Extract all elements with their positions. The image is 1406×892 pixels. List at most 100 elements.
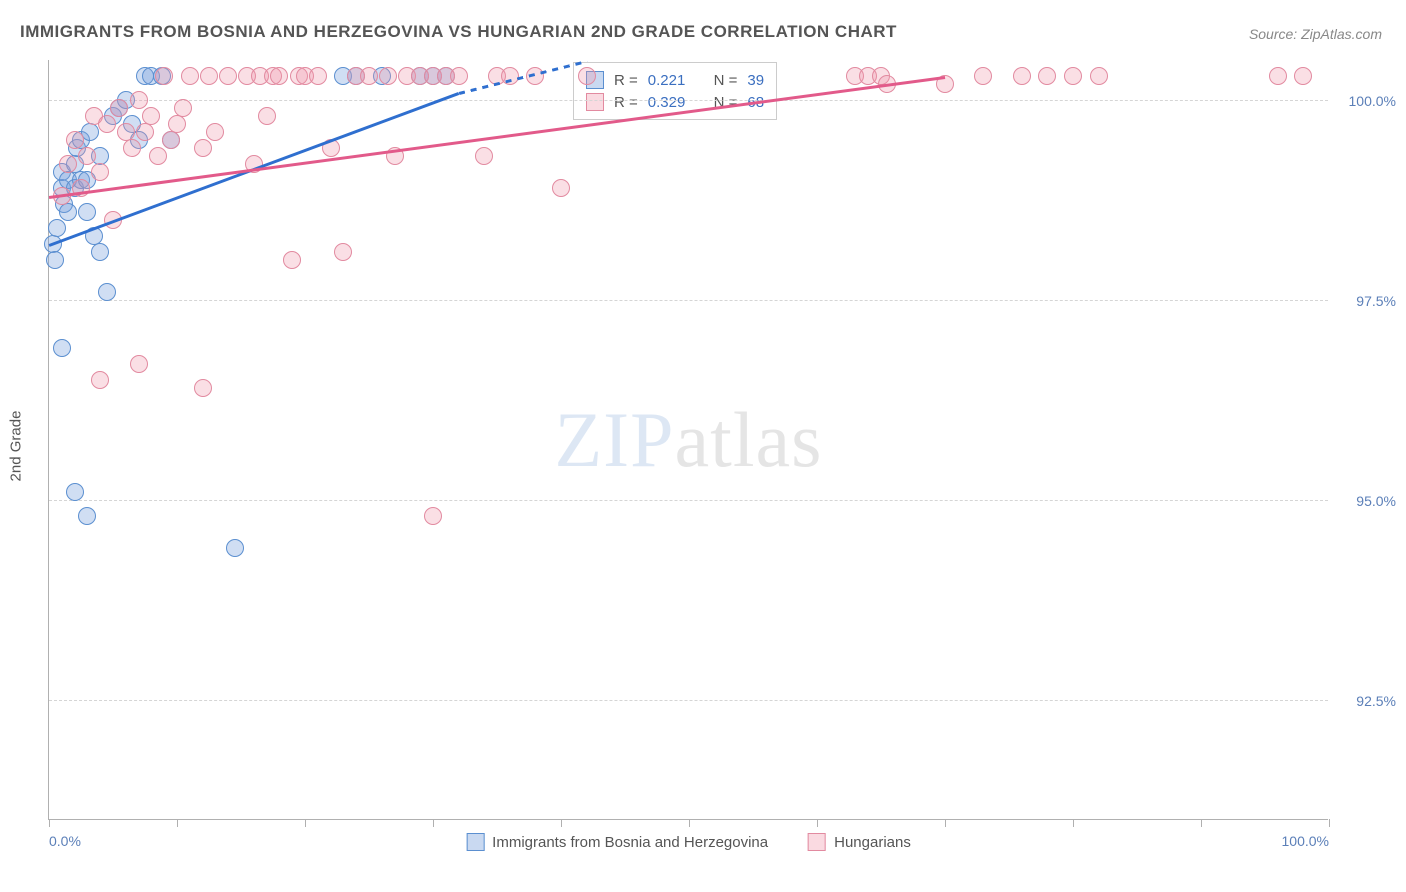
scatter-plot-area: ZIPatlas R = 0.221 N = 39 R = 0.329 N = …: [48, 60, 1328, 820]
scatter-point-hungarians: [219, 67, 237, 85]
scatter-point-bosnia: [91, 243, 109, 261]
scatter-point-hungarians: [181, 67, 199, 85]
scatter-point-bosnia: [78, 203, 96, 221]
scatter-point-hungarians: [174, 99, 192, 117]
scatter-point-hungarians: [578, 67, 596, 85]
source-value: ZipAtlas.com: [1301, 26, 1382, 42]
xtick-label: 0.0%: [49, 833, 81, 849]
gridline: 97.5%: [49, 300, 1328, 301]
scatter-point-hungarians: [194, 139, 212, 157]
scatter-point-hungarians: [552, 179, 570, 197]
xtick: [177, 819, 178, 827]
scatter-point-bosnia: [98, 283, 116, 301]
scatter-point-hungarians: [130, 91, 148, 109]
stats-row-bosnia: R = 0.221 N = 39: [586, 69, 764, 91]
legend-item-hungarians: Hungarians: [808, 833, 911, 851]
scatter-point-hungarians: [1038, 67, 1056, 85]
scatter-point-hungarians: [78, 147, 96, 165]
scatter-point-hungarians: [475, 147, 493, 165]
scatter-point-hungarians: [258, 107, 276, 125]
scatter-point-hungarians: [360, 67, 378, 85]
swatch-blue-icon: [466, 833, 484, 851]
n-label: N =: [714, 72, 738, 89]
scatter-point-hungarians: [155, 67, 173, 85]
scatter-point-hungarians: [309, 67, 327, 85]
r-label: R =: [614, 72, 638, 89]
swatch-pink-icon: [808, 833, 826, 851]
xtick: [689, 819, 690, 827]
scatter-point-hungarians: [270, 67, 288, 85]
scatter-point-hungarians: [1090, 67, 1108, 85]
scatter-point-hungarians: [91, 163, 109, 181]
scatter-point-hungarians: [200, 67, 218, 85]
scatter-point-hungarians: [130, 355, 148, 373]
ytick-label: 100.0%: [1349, 93, 1396, 109]
scatter-point-hungarians: [168, 115, 186, 133]
xtick: [433, 819, 434, 827]
scatter-point-hungarians: [1269, 67, 1287, 85]
r-value-hungarians: 0.329: [648, 94, 686, 111]
scatter-point-hungarians: [1294, 67, 1312, 85]
scatter-point-bosnia: [59, 203, 77, 221]
scatter-point-hungarians: [379, 67, 397, 85]
scatter-point-hungarians: [149, 147, 167, 165]
xtick-label: 100.0%: [1282, 833, 1329, 849]
scatter-point-hungarians: [98, 115, 116, 133]
scatter-point-hungarians: [66, 131, 84, 149]
scatter-point-bosnia: [78, 507, 96, 525]
scatter-point-bosnia: [46, 251, 64, 269]
swatch-pink-icon: [586, 93, 604, 111]
r-label: R =: [614, 94, 638, 111]
legend-label-bosnia: Immigrants from Bosnia and Herzegovina: [492, 834, 768, 851]
ytick-label: 97.5%: [1356, 293, 1396, 309]
gridline: 92.5%: [49, 700, 1328, 701]
n-value-bosnia: 39: [747, 72, 764, 89]
scatter-point-bosnia: [66, 483, 84, 501]
watermark: ZIPatlas: [555, 395, 823, 485]
legend-label-hungarians: Hungarians: [834, 834, 911, 851]
bottom-legend: Immigrants from Bosnia and Herzegovina H…: [466, 833, 911, 851]
xtick: [561, 819, 562, 827]
stats-row-hungarians: R = 0.329 N = 68: [586, 91, 764, 113]
scatter-point-bosnia: [53, 339, 71, 357]
gridline: 100.0%: [49, 100, 1328, 101]
xtick: [49, 819, 50, 827]
xtick: [1201, 819, 1202, 827]
trend-line-hungarians: [49, 76, 945, 198]
scatter-point-hungarians: [334, 243, 352, 261]
scatter-point-hungarians: [194, 379, 212, 397]
xtick: [305, 819, 306, 827]
scatter-point-hungarians: [162, 131, 180, 149]
source-attribution: Source: ZipAtlas.com: [1249, 26, 1382, 42]
watermark-light: atlas: [675, 396, 823, 483]
xtick: [817, 819, 818, 827]
xtick: [1073, 819, 1074, 827]
ytick-label: 95.0%: [1356, 493, 1396, 509]
scatter-point-hungarians: [974, 67, 992, 85]
xtick: [1329, 819, 1330, 827]
scatter-point-hungarians: [206, 123, 224, 141]
r-value-bosnia: 0.221: [648, 72, 686, 89]
legend-item-bosnia: Immigrants from Bosnia and Herzegovina: [466, 833, 768, 851]
source-label: Source:: [1249, 26, 1297, 42]
scatter-point-hungarians: [136, 123, 154, 141]
scatter-point-hungarians: [1013, 67, 1031, 85]
scatter-point-hungarians: [424, 507, 442, 525]
chart-title: IMMIGRANTS FROM BOSNIA AND HERZEGOVINA V…: [20, 22, 897, 42]
xtick: [945, 819, 946, 827]
scatter-point-hungarians: [91, 371, 109, 389]
scatter-point-hungarians: [59, 155, 77, 173]
scatter-point-hungarians: [283, 251, 301, 269]
scatter-point-bosnia: [48, 219, 66, 237]
scatter-point-hungarians: [1064, 67, 1082, 85]
scatter-point-bosnia: [81, 123, 99, 141]
scatter-point-hungarians: [450, 67, 468, 85]
watermark-bold: ZIP: [555, 396, 675, 483]
scatter-point-hungarians: [142, 107, 160, 125]
scatter-point-hungarians: [123, 139, 141, 157]
ytick-label: 92.5%: [1356, 693, 1396, 709]
gridline: 95.0%: [49, 500, 1328, 501]
y-axis-label: 2nd Grade: [8, 411, 25, 482]
scatter-point-bosnia: [226, 539, 244, 557]
scatter-point-hungarians: [110, 99, 128, 117]
